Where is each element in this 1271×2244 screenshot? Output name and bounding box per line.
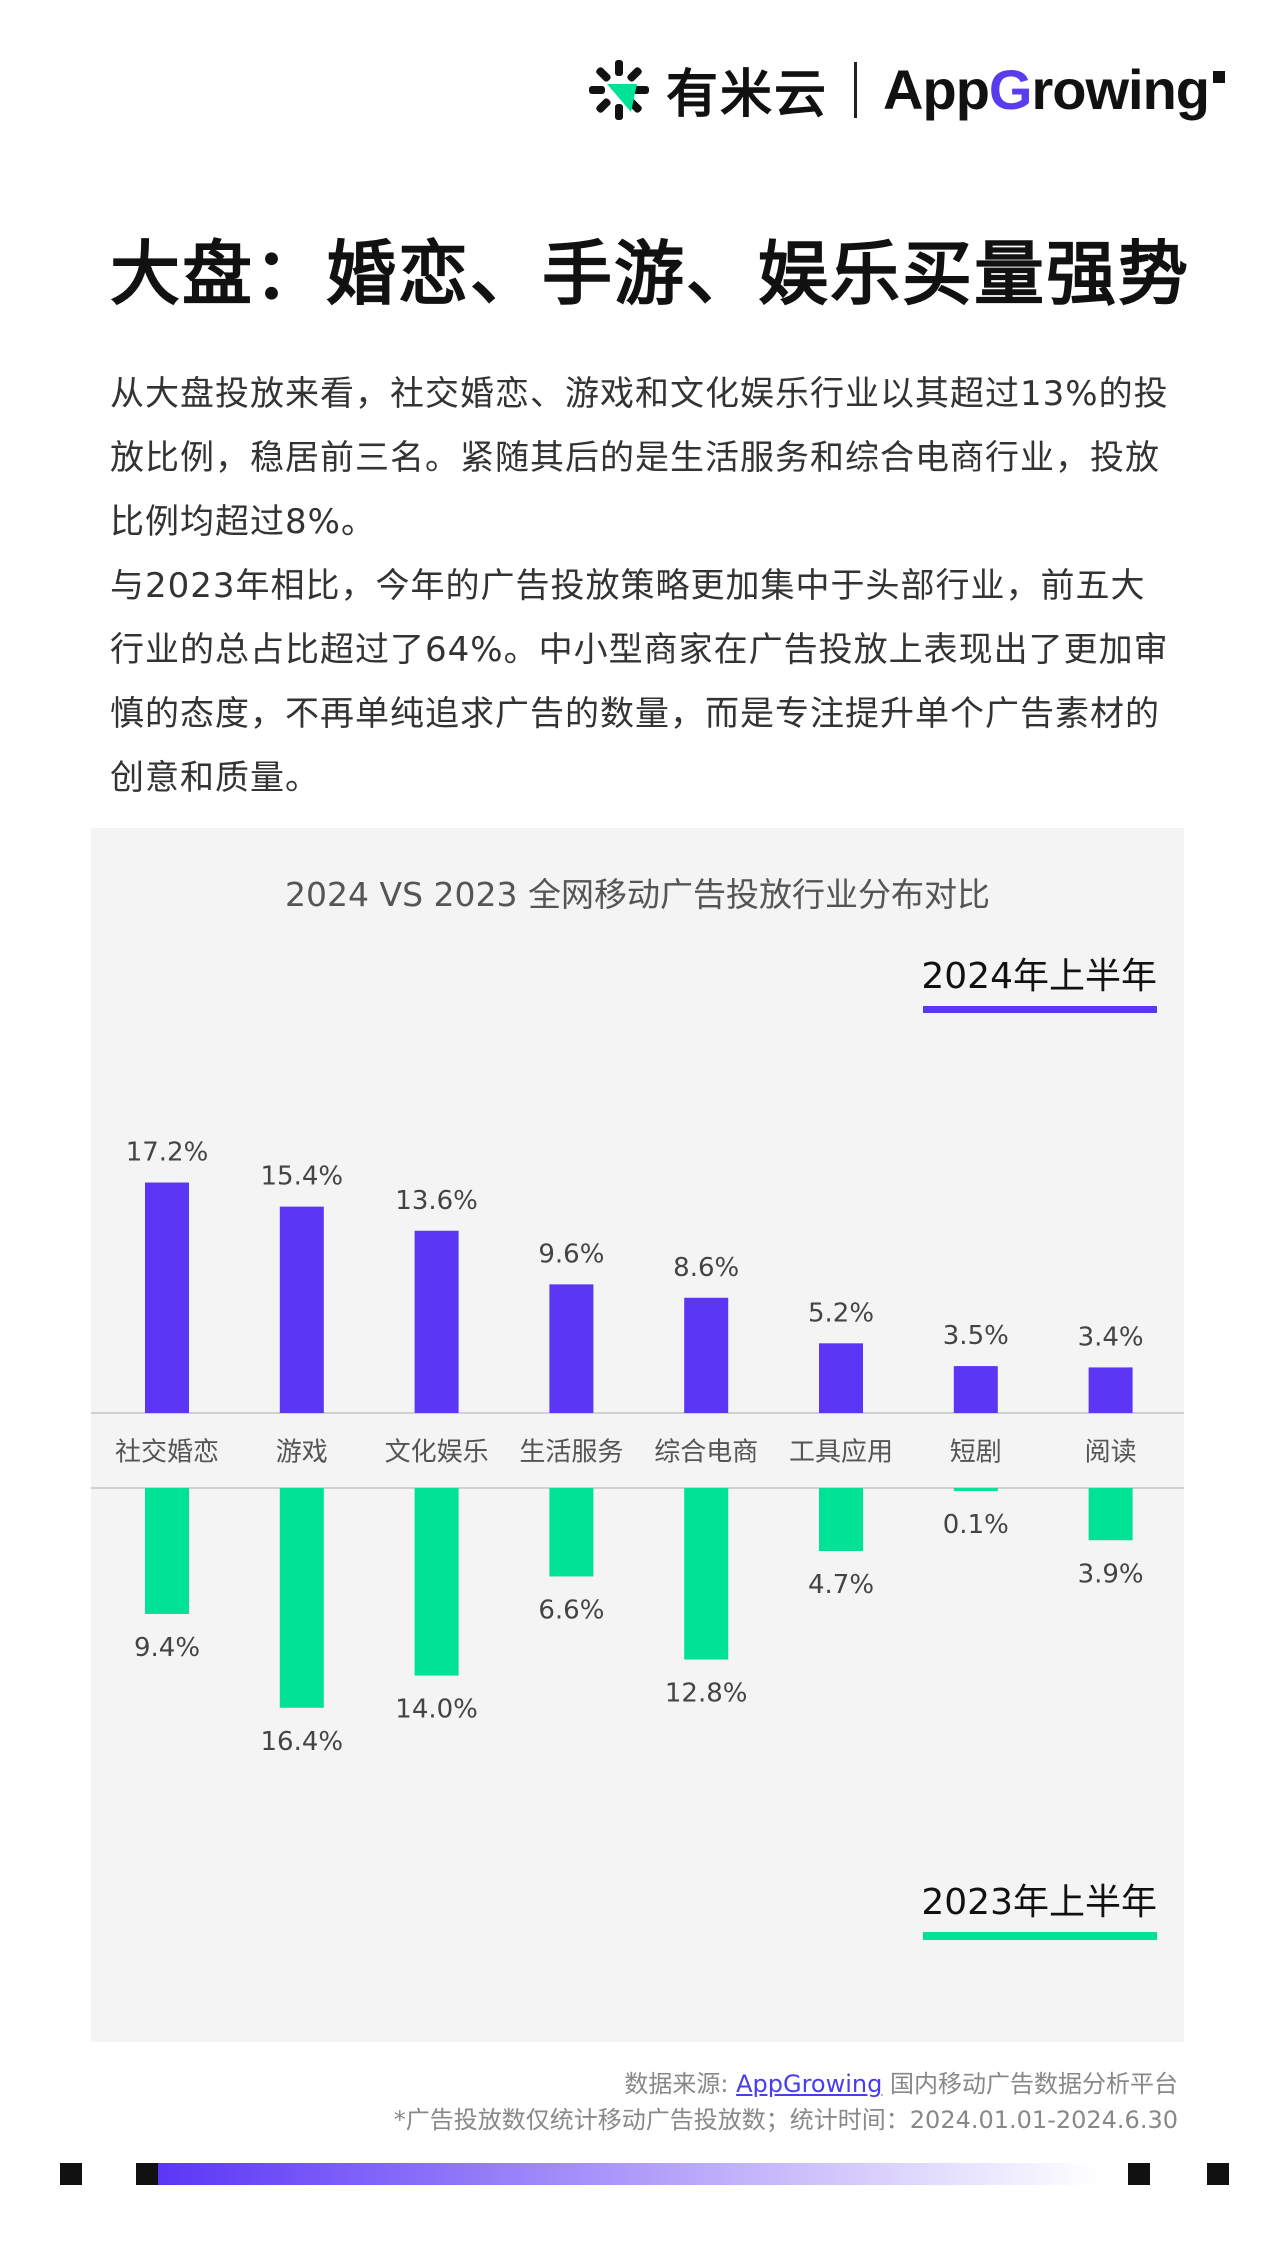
legend-2023-label: 2023年上半年 xyxy=(921,1882,1157,1923)
data-label-2024: 9.6% xyxy=(538,1239,604,1269)
bar-2024 xyxy=(145,1182,189,1413)
page-title: 大盘：婚恋、手游、娱乐买量强势 xyxy=(110,233,1190,315)
appgrowing-logo-dot xyxy=(1213,70,1225,83)
data-label-2023: 0.1% xyxy=(943,1510,1009,1540)
appgrowing-logo-suffix: rowing xyxy=(1031,58,1210,121)
data-label-2023: 14.0% xyxy=(395,1695,478,1725)
data-label-2024: 8.6% xyxy=(673,1253,739,1283)
data-label-2024: 13.6% xyxy=(395,1186,478,1216)
industry-bar-chart: 17.2% 社交婚恋 9.4% 15.4% 游戏 16.4% 13.6% 文化娱乐 14.0% 9… xyxy=(91,956,1184,1940)
stat-note: *广告投放数仅统计移动广告投放数；统计时间：2024.01.01-2024.6.… xyxy=(393,2106,1178,2134)
data-label-2023: 12.8% xyxy=(665,1679,748,1709)
youmiyun-logo-text: 有米云 xyxy=(666,65,829,125)
bar-2024 xyxy=(819,1343,863,1413)
data-label-2024: 5.2% xyxy=(808,1298,874,1328)
category-label: 综合电商 xyxy=(654,1438,758,1468)
bar-2023 xyxy=(279,1488,324,1708)
category-label: 游戏 xyxy=(276,1438,328,1468)
intro-paragraph-1: 从大盘投放来看，社交婚恋、游戏和文化娱乐行业以其超过13%的投放比例，稳居前三名… xyxy=(110,374,1169,542)
bar-2024 xyxy=(953,1366,998,1413)
bar-2024 xyxy=(279,1206,324,1413)
appgrowing-logo-g: G xyxy=(988,58,1033,121)
bar-2024 xyxy=(549,1284,594,1413)
data-source-prefix: 数据来源: xyxy=(624,2070,737,2098)
appgrowing-logo-prefix: App xyxy=(883,58,990,121)
chart-title: 2024 VS 2023 全网移动广告投放行业分布对比 xyxy=(285,875,990,914)
logo-divider xyxy=(854,61,858,118)
bar-2023 xyxy=(819,1488,863,1551)
bar-2024 xyxy=(684,1297,729,1413)
category-label: 工具应用 xyxy=(789,1438,893,1468)
category-label: 短剧 xyxy=(950,1438,1002,1468)
data-label-2024: 15.4% xyxy=(260,1162,343,1192)
data-label-2024: 3.4% xyxy=(1078,1322,1144,1352)
bar-2024 xyxy=(1088,1367,1133,1413)
appgrowing-link[interactable]: AppGrowing xyxy=(736,2070,883,2098)
appgrowing-logo: AppGrowing xyxy=(883,57,1225,122)
legend-2024-line xyxy=(923,1006,1157,1013)
data-label-2023: 16.4% xyxy=(260,1727,343,1757)
bottom-decoration-bar xyxy=(60,2163,1229,2185)
chart-panel: 2024 VS 2023 全网移动广告投放行业分布对比 17.2% 社交婚恋 9.4… xyxy=(91,828,1184,2042)
data-label-2023: 4.7% xyxy=(808,1570,874,1600)
intro-text: 从大盘投放来看，社交婚恋、游戏和文化娱乐行业以其超过13%的投放比例，稳居前三名… xyxy=(110,362,1180,810)
category-label: 社交婚恋 xyxy=(115,1438,219,1468)
appgrowing-logo-text: AppGrowing xyxy=(883,57,1210,122)
data-label-2023: 6.6% xyxy=(538,1595,604,1625)
intro-paragraph-2: 与2023年相比，今年的广告投放策略更加集中于头部行业，前五大行业的总占比超过了… xyxy=(110,566,1169,798)
data-label-2024: 17.2% xyxy=(126,1138,209,1168)
header-logos: 有米云 AppGrowing xyxy=(584,52,1225,127)
youmiyun-logo: 有米云 xyxy=(584,52,828,127)
data-source-suffix: 国内移动广告数据分析平台 xyxy=(882,2070,1178,2098)
bar-2023 xyxy=(1088,1488,1133,1541)
bar-2023 xyxy=(953,1488,998,1491)
bar-2023 xyxy=(145,1488,189,1614)
bar-2023 xyxy=(414,1488,459,1676)
bar-2024 xyxy=(414,1230,459,1413)
legend-2024-label: 2024年上半年 xyxy=(921,956,1157,997)
data-label-2023: 3.9% xyxy=(1078,1559,1144,1589)
legend-2023-line xyxy=(923,1932,1157,1940)
category-label: 阅读 xyxy=(1085,1438,1137,1468)
bar-2023 xyxy=(549,1488,594,1577)
category-label: 生活服务 xyxy=(519,1438,623,1468)
category-label: 文化娱乐 xyxy=(385,1438,489,1468)
bar-2023 xyxy=(684,1488,729,1660)
data-source: 数据来源: AppGrowing 国内移动广告数据分析平台 xyxy=(624,2064,1178,2099)
data-label-2024: 3.5% xyxy=(943,1321,1009,1351)
youmiyun-mark-icon xyxy=(589,59,650,120)
data-label-2023: 9.4% xyxy=(134,1633,200,1663)
